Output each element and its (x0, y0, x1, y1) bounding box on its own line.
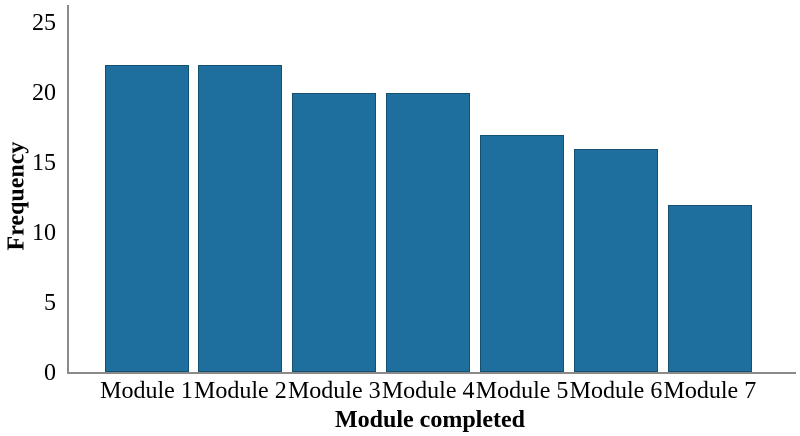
y-tick-label: 0 (44, 360, 56, 386)
y-tick-label: 5 (44, 290, 56, 316)
x-tick-label: Module 7 (663, 378, 757, 404)
bar (292, 93, 377, 372)
y-tick-label: 15 (32, 150, 56, 176)
bar (198, 65, 283, 372)
y-axis-line (67, 5, 69, 373)
y-tick-label: 20 (32, 80, 56, 106)
x-axis-line (67, 372, 796, 374)
y-tick-label: 25 (32, 10, 56, 36)
bar (480, 135, 565, 372)
x-tick-label: Module 2 (194, 378, 287, 404)
bar (574, 149, 658, 372)
bar (667, 205, 752, 372)
x-axis-title: Module completed (335, 407, 525, 433)
x-tick-label: Module 5 (475, 378, 569, 404)
bar (386, 93, 471, 372)
x-tick-label: Module 3 (287, 378, 381, 404)
y-tick-label: 10 (32, 220, 56, 246)
x-tick-label: Module 6 (569, 378, 663, 404)
x-tick-label: Module 1 (100, 378, 193, 404)
x-tick-label: Module 4 (381, 378, 475, 404)
bar (104, 65, 189, 372)
